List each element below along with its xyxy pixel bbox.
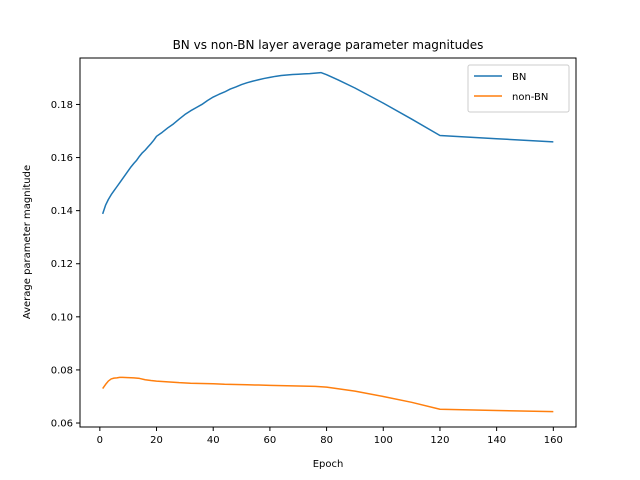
y-axis-label: Average parameter magnitude [22,165,33,319]
x-axis-label: Epoch [313,459,344,470]
y-tick-label: 0.14 [51,206,73,217]
chart-title: BN vs non-BN layer average parameter mag… [173,38,484,52]
series-line-bn [101,71,554,215]
y-tick-label: 0.18 [51,100,73,111]
x-tick-label: 140 [487,435,506,446]
plot-area [79,57,577,428]
x-tick-label: 0 [97,435,103,446]
x-axis: 0 20 40 60 80 100 120 140 160 [97,427,563,446]
x-tick-label: 80 [320,435,333,446]
legend: BN non-BN [467,64,570,113]
x-tick-label: 160 [544,435,563,446]
x-tick-label: 100 [374,435,393,446]
y-tick-label: 0.08 [51,365,73,376]
x-tick-label: 60 [264,435,277,446]
series-lines [101,71,554,413]
y-tick-label: 0.16 [51,153,73,164]
legend-label-non-bn: non-BN [512,92,548,103]
y-tick-label: 0.06 [51,419,73,430]
x-tick-label: 20 [150,435,163,446]
y-tick-label: 0.10 [51,312,73,323]
y-axis: 0.06 0.08 0.10 0.12 0.14 0.16 0.18 [51,100,80,430]
x-tick-label: 40 [207,435,220,446]
series-line-non-bn [102,376,554,413]
y-tick-label: 0.12 [51,259,73,270]
x-tick-label: 120 [430,435,449,446]
axes-frame [79,57,577,428]
legend-label-bn: BN [512,72,526,83]
